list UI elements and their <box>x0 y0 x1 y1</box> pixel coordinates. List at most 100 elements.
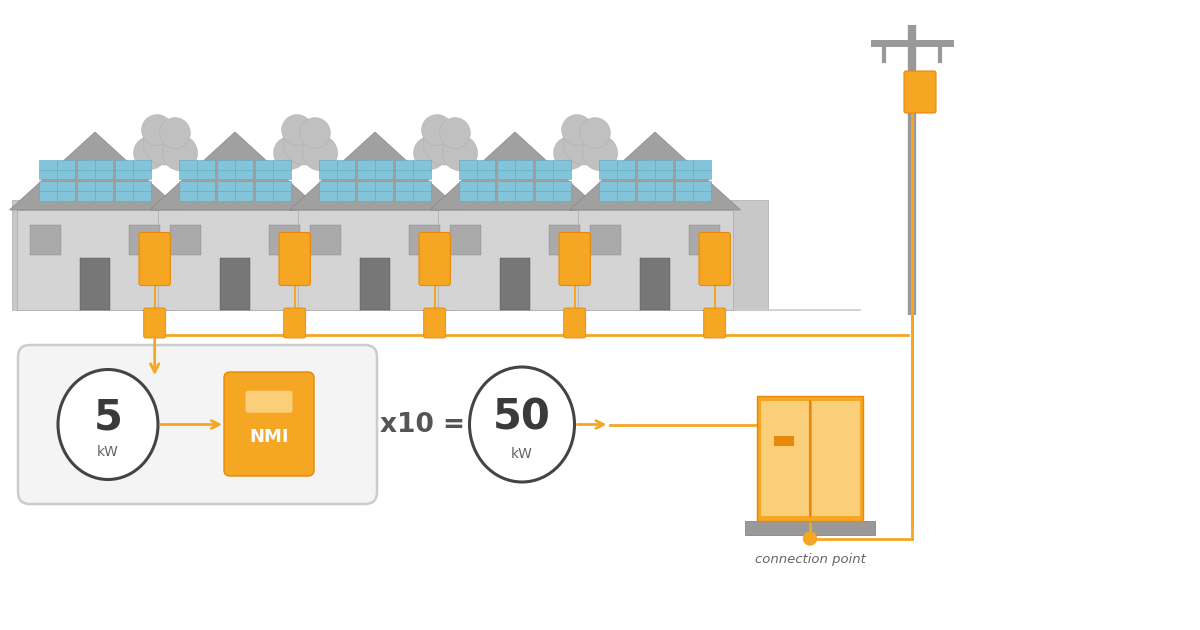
FancyBboxPatch shape <box>283 308 306 338</box>
Circle shape <box>414 137 446 169</box>
Bar <box>319 160 355 180</box>
Bar <box>674 160 710 180</box>
Circle shape <box>424 121 467 165</box>
Polygon shape <box>570 132 740 210</box>
Text: x10 =: x10 = <box>380 411 466 437</box>
Polygon shape <box>430 132 600 210</box>
Circle shape <box>283 121 326 165</box>
Bar <box>774 436 793 446</box>
Bar <box>637 160 673 180</box>
Bar <box>77 160 113 180</box>
Bar <box>460 181 496 200</box>
Bar <box>689 225 720 255</box>
Text: connection point: connection point <box>755 554 865 566</box>
Circle shape <box>162 135 198 171</box>
Ellipse shape <box>469 367 575 482</box>
Bar <box>395 181 431 200</box>
Circle shape <box>160 118 191 149</box>
Circle shape <box>562 115 593 146</box>
FancyBboxPatch shape <box>564 308 586 338</box>
Bar <box>409 225 440 255</box>
Bar <box>40 181 76 200</box>
Bar <box>360 258 390 310</box>
Bar <box>590 225 620 255</box>
FancyBboxPatch shape <box>419 232 450 285</box>
Bar <box>497 181 533 200</box>
Bar <box>179 181 215 200</box>
Circle shape <box>300 118 330 149</box>
Bar <box>130 225 160 255</box>
Circle shape <box>439 118 470 149</box>
Bar <box>221 258 250 310</box>
Bar <box>762 401 810 515</box>
FancyBboxPatch shape <box>278 232 311 285</box>
Circle shape <box>804 532 816 545</box>
Text: 50: 50 <box>493 396 551 438</box>
Bar <box>450 225 481 255</box>
Text: kW: kW <box>511 447 533 462</box>
Ellipse shape <box>58 370 158 479</box>
Bar <box>77 181 113 200</box>
Circle shape <box>274 137 306 169</box>
Bar <box>157 210 312 310</box>
Bar <box>460 160 496 180</box>
FancyBboxPatch shape <box>224 372 314 476</box>
Bar <box>298 210 452 310</box>
Bar <box>115 160 151 180</box>
Circle shape <box>133 137 167 169</box>
Circle shape <box>143 121 187 165</box>
Bar <box>358 181 392 200</box>
Circle shape <box>563 121 607 165</box>
Bar <box>395 160 431 180</box>
Bar <box>80 258 109 310</box>
FancyBboxPatch shape <box>703 308 726 338</box>
Bar <box>179 160 215 180</box>
Bar <box>535 181 571 200</box>
Bar <box>497 160 533 180</box>
Text: kW: kW <box>97 445 119 459</box>
Circle shape <box>582 135 618 171</box>
Bar <box>30 225 61 255</box>
Bar <box>438 210 593 310</box>
FancyBboxPatch shape <box>424 308 445 338</box>
FancyBboxPatch shape <box>144 308 166 338</box>
Polygon shape <box>150 132 320 210</box>
Bar <box>641 258 670 310</box>
Bar <box>115 181 151 200</box>
FancyBboxPatch shape <box>698 232 731 285</box>
Circle shape <box>580 118 611 149</box>
Bar <box>254 160 290 180</box>
Bar <box>550 225 580 255</box>
FancyBboxPatch shape <box>559 232 590 285</box>
Bar <box>40 160 76 180</box>
Polygon shape <box>10 132 180 210</box>
Bar <box>217 160 253 180</box>
Text: 5: 5 <box>94 396 122 438</box>
Bar <box>500 258 529 310</box>
Bar <box>745 520 875 534</box>
Circle shape <box>282 115 312 146</box>
Bar <box>599 160 635 180</box>
Bar <box>269 225 300 255</box>
Circle shape <box>302 135 337 171</box>
Bar <box>812 401 860 515</box>
Bar <box>18 210 173 310</box>
Bar <box>674 181 710 200</box>
Circle shape <box>421 115 452 146</box>
Bar <box>535 160 571 180</box>
Bar <box>254 181 290 200</box>
FancyBboxPatch shape <box>246 391 293 413</box>
Circle shape <box>443 135 478 171</box>
Polygon shape <box>289 132 461 210</box>
Bar <box>217 181 253 200</box>
Bar <box>358 160 392 180</box>
Circle shape <box>142 115 173 146</box>
Bar <box>310 225 341 255</box>
Bar <box>12 200 768 310</box>
Bar <box>319 181 355 200</box>
Bar <box>170 225 200 255</box>
FancyBboxPatch shape <box>904 71 936 113</box>
Bar <box>637 181 673 200</box>
Bar <box>599 181 635 200</box>
Circle shape <box>553 137 587 169</box>
